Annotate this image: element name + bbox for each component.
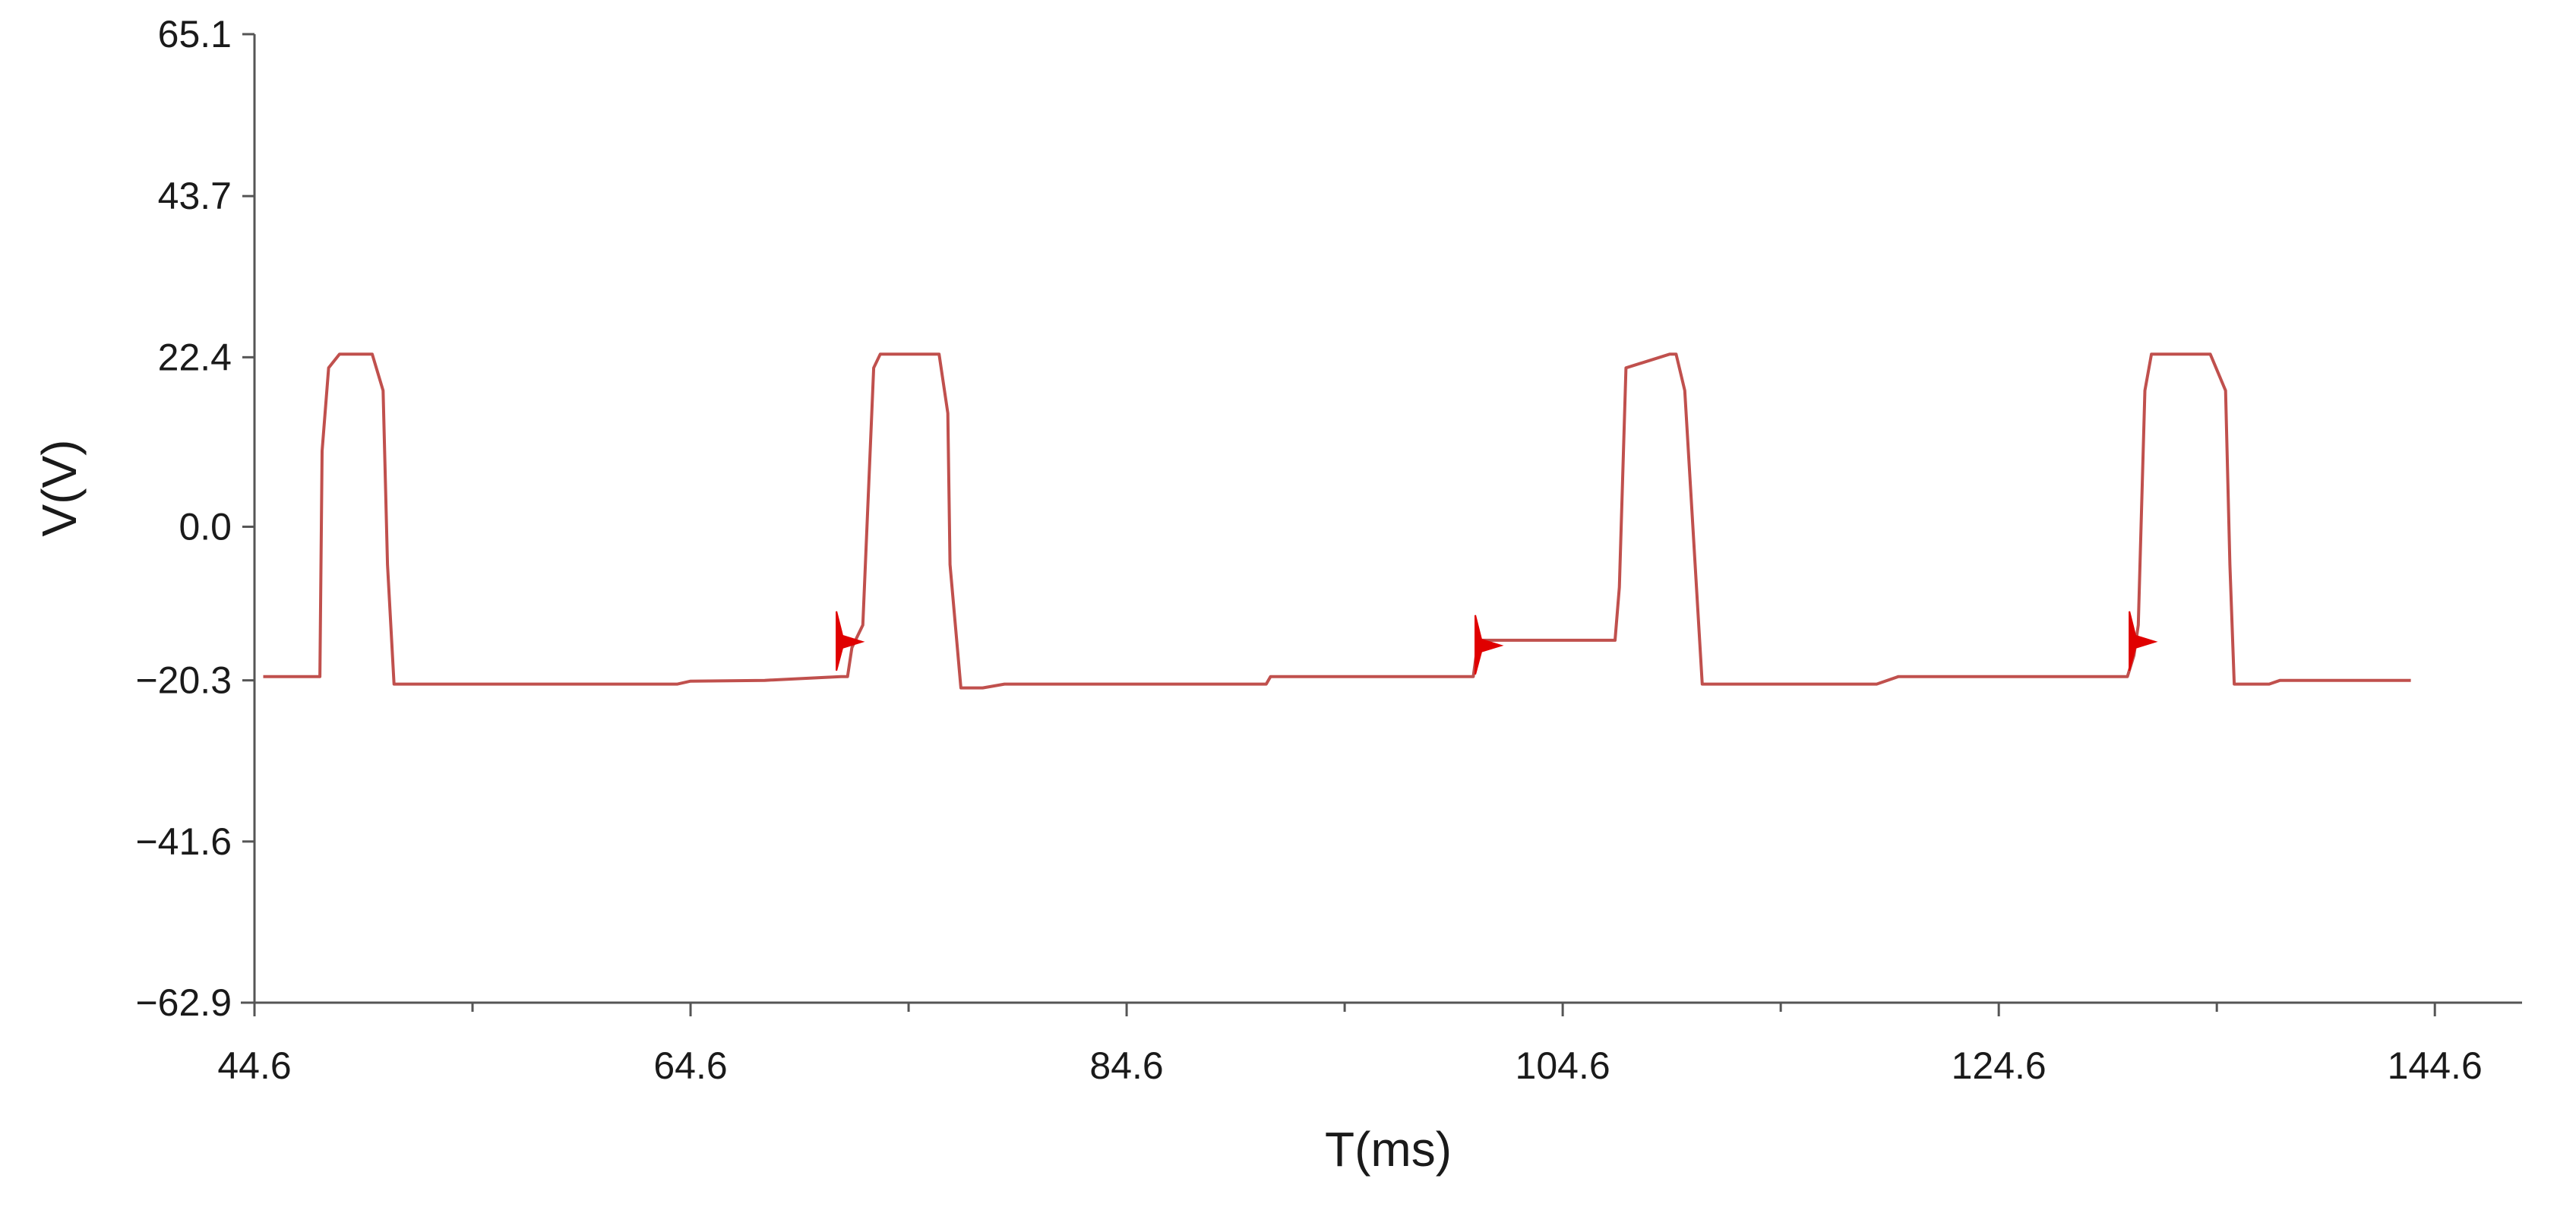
x-tick-label: 124.6 xyxy=(1952,1044,2047,1087)
x-tick-label: 44.6 xyxy=(217,1044,291,1087)
y-tick-label: 65.1 xyxy=(158,13,232,55)
axes xyxy=(241,34,2522,1016)
y-axis-title: V(V) xyxy=(32,440,87,537)
ticks: 65.1 43.7 22.4 0.0 −20.3 −41.6 −62.9 44.6 64.6 84… xyxy=(135,13,2482,1087)
transient-spike xyxy=(1474,615,1504,675)
y-tick-label: −62.9 xyxy=(135,981,232,1024)
x-tick-label: 64.6 xyxy=(653,1044,727,1087)
y-tick-label: 0.0 xyxy=(179,505,232,548)
y-tick-label: 22.4 xyxy=(158,336,232,378)
y-tick-label: 43.7 xyxy=(158,175,232,217)
transient-spike xyxy=(2129,611,2158,671)
x-tick-label: 104.6 xyxy=(1516,1044,1610,1087)
x-tick-label: 84.6 xyxy=(1089,1044,1163,1087)
x-axis-title: T(ms) xyxy=(1325,1122,1452,1177)
x-tick-label: 144.6 xyxy=(2388,1044,2483,1087)
y-tick-label: −41.6 xyxy=(135,820,232,863)
voltage-series-line xyxy=(263,352,2411,690)
y-tick-label: −20.3 xyxy=(135,659,232,702)
series-layer xyxy=(263,352,2411,690)
transient-spike xyxy=(836,611,865,671)
